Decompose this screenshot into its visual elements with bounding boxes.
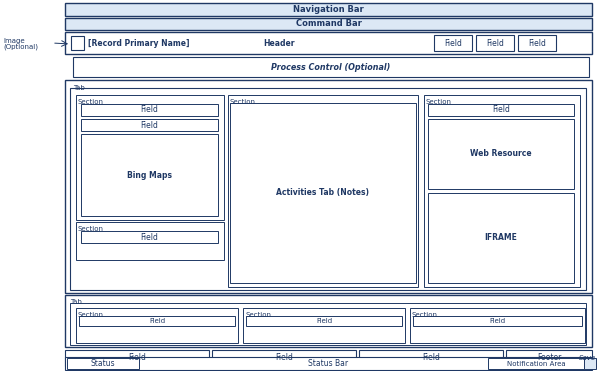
Bar bbox=[76, 95, 224, 220]
Text: Image: Image bbox=[3, 38, 25, 44]
Bar bbox=[79, 316, 235, 326]
Text: Section: Section bbox=[230, 99, 256, 105]
Text: Field: Field bbox=[275, 354, 293, 362]
Bar bbox=[230, 103, 416, 283]
Text: Save: Save bbox=[579, 355, 596, 361]
Bar bbox=[65, 18, 592, 30]
Bar bbox=[81, 231, 218, 243]
Text: Field: Field bbox=[444, 39, 462, 47]
Text: Field: Field bbox=[486, 39, 504, 47]
Text: Tab: Tab bbox=[73, 85, 85, 91]
Text: Command Bar: Command Bar bbox=[296, 20, 361, 29]
Bar bbox=[428, 193, 574, 283]
Bar bbox=[428, 119, 574, 189]
Bar bbox=[212, 350, 356, 366]
Text: Field: Field bbox=[492, 105, 510, 115]
Text: Section: Section bbox=[412, 312, 438, 318]
Bar bbox=[228, 95, 418, 287]
Bar bbox=[424, 95, 580, 287]
Bar bbox=[359, 350, 503, 366]
Bar bbox=[506, 350, 592, 366]
Bar bbox=[243, 308, 405, 343]
Bar bbox=[76, 222, 224, 260]
Bar bbox=[428, 104, 574, 116]
Text: Tab: Tab bbox=[70, 299, 82, 305]
Bar bbox=[65, 3, 592, 16]
Text: Bing Maps: Bing Maps bbox=[127, 171, 172, 180]
Text: Section: Section bbox=[245, 312, 271, 318]
Bar bbox=[476, 35, 514, 51]
Text: Status Bar: Status Bar bbox=[308, 359, 349, 368]
Text: Activities Tab (Notes): Activities Tab (Notes) bbox=[277, 188, 370, 197]
Text: Notification Area: Notification Area bbox=[506, 361, 565, 367]
Bar bbox=[584, 358, 596, 369]
Text: Field: Field bbox=[316, 318, 332, 324]
Bar bbox=[73, 57, 589, 77]
Text: Status: Status bbox=[91, 359, 115, 368]
Text: Field: Field bbox=[140, 233, 158, 242]
Bar bbox=[76, 308, 238, 343]
Bar bbox=[81, 119, 218, 131]
Text: Process Control (Optional): Process Control (Optional) bbox=[271, 62, 391, 72]
Text: Field: Field bbox=[528, 39, 546, 47]
Text: Field: Field bbox=[140, 105, 158, 115]
Bar bbox=[81, 134, 218, 216]
Text: Footer: Footer bbox=[537, 354, 561, 362]
Bar bbox=[70, 88, 586, 290]
Bar bbox=[518, 35, 556, 51]
Text: [Record Primary Name]: [Record Primary Name] bbox=[88, 39, 190, 47]
Bar bbox=[246, 316, 402, 326]
Text: Section: Section bbox=[78, 99, 104, 105]
Text: Header: Header bbox=[263, 39, 294, 47]
Bar bbox=[71, 36, 84, 50]
Text: Field: Field bbox=[128, 354, 146, 362]
Bar bbox=[65, 295, 592, 347]
Text: Section: Section bbox=[426, 99, 452, 105]
Text: Field: Field bbox=[422, 354, 440, 362]
Text: (Optional): (Optional) bbox=[3, 44, 38, 50]
Bar bbox=[413, 316, 582, 326]
Bar bbox=[65, 80, 592, 293]
Bar bbox=[65, 32, 592, 54]
Text: Section: Section bbox=[78, 312, 104, 318]
Bar bbox=[65, 350, 209, 366]
Bar bbox=[81, 104, 218, 116]
Bar bbox=[410, 308, 585, 343]
Bar bbox=[70, 303, 586, 345]
Bar bbox=[67, 358, 139, 369]
Bar bbox=[65, 357, 592, 370]
Text: Section: Section bbox=[78, 226, 104, 232]
Bar bbox=[488, 358, 584, 369]
Text: Navigation Bar: Navigation Bar bbox=[293, 5, 364, 14]
Text: Web Resource: Web Resource bbox=[470, 150, 532, 158]
Text: Field: Field bbox=[140, 121, 158, 129]
Text: Field: Field bbox=[149, 318, 165, 324]
Text: IFRAME: IFRAME bbox=[485, 233, 517, 243]
Bar bbox=[434, 35, 472, 51]
Text: Field: Field bbox=[490, 318, 506, 324]
